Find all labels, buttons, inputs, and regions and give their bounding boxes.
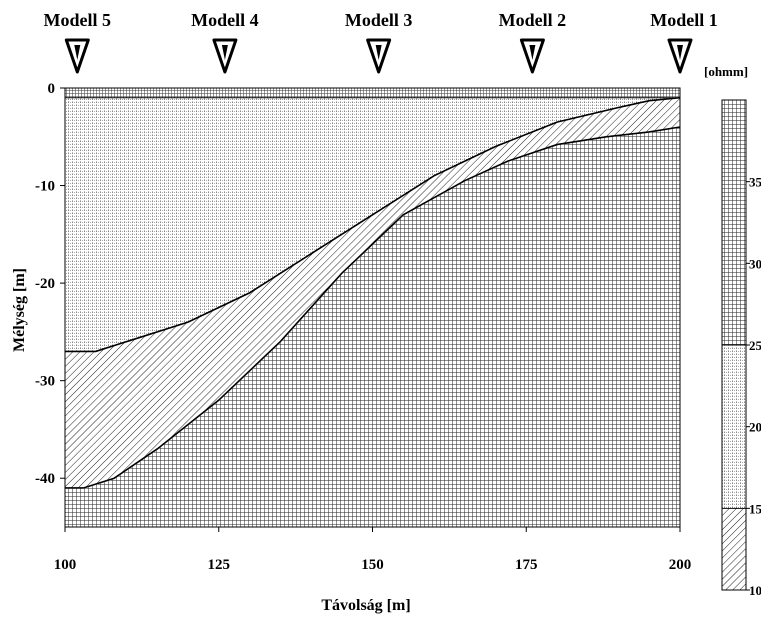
colorbar-tick-label: 25 [749,338,761,353]
model-marker-inner [529,45,536,60]
x-tick-label: 175 [515,557,538,573]
x-tick-label: 150 [361,557,384,573]
model-label: Modell 2 [499,10,567,30]
x-axis-ticks: 100 125 150 175 200 [54,527,692,573]
y-tick-label: -20 [35,276,55,292]
x-tick-label: 100 [54,557,77,573]
y-axis-label: Mélység [m] [11,268,28,352]
x-tick-label: 125 [208,557,231,573]
model-marker-inner [677,45,683,60]
colorbar-band [721,344,747,509]
colorbar-tick-label: 20 [749,420,761,435]
y-tick-label: -30 [35,374,55,390]
boundary-upper-layer [65,96,681,353]
model-markers: Modell 5 Modell 4 Modell 3 Modell 2 Modell 1 [44,10,718,74]
layer-surface-layer [65,88,680,98]
y-tick-label: 0 [48,81,56,97]
x-axis-label: Távolság [m] [321,597,410,614]
y-axis-ticks: 0 -10 -20 -30 -40 [35,81,65,487]
colorbar-band [721,99,747,346]
y-tick-label: -10 [35,179,55,195]
layer-boundaries [65,96,681,489]
model-label: Modell 4 [191,10,259,30]
colorbar-tick-label: 30 [749,256,761,271]
model-marker-inner [221,45,228,60]
model-marker-inner [375,45,382,60]
colorbar-band [721,507,747,591]
boundary-middle-layer [65,126,681,489]
model-label: Modell 1 [650,10,718,30]
y-tick-label: -40 [35,471,55,487]
colorbar: 35 30 25 20 15 10 [721,99,761,598]
model-marker-inner [74,45,81,60]
layer-upper-layer [65,88,680,352]
colorbar-unit-label: [ohmm] [704,64,748,79]
x-tick-label: 200 [669,557,692,573]
layer-fills [65,88,680,527]
colorbar-tick-label: 10 [749,583,761,598]
colorbar-tick-label: 15 [749,501,761,516]
model-label: Modell 5 [44,10,112,30]
colorbar-tick-label: 35 [749,175,761,190]
model-label: Modell 3 [345,10,413,30]
